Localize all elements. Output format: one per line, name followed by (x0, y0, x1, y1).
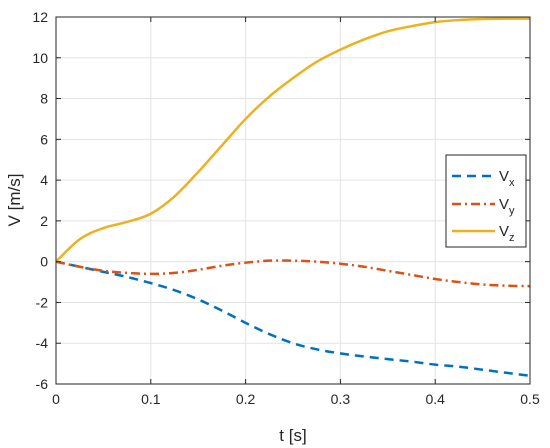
svg-text:Vy: Vy (499, 196, 515, 217)
series-vz-line (55, 17, 531, 263)
legend-entry-vz: Vz (452, 223, 515, 244)
legend-sub-vy: y (509, 205, 515, 217)
x-tick-label: 0.4 (425, 391, 445, 407)
legend-label-vy: V (499, 196, 509, 213)
series-vy-line (55, 259, 531, 288)
svg-text:Vz: Vz (499, 223, 515, 244)
y-tick-label: 6 (40, 131, 48, 147)
legend-entry-vy: Vy (452, 196, 515, 217)
legend-sub-vz: z (509, 232, 515, 244)
x-axis-label: t [s] (279, 426, 306, 445)
y-tick-label: 12 (32, 9, 48, 25)
y-tick-label: -6 (36, 376, 49, 392)
svg-text:Vx: Vx (499, 168, 515, 189)
y-tick-label: 2 (40, 213, 48, 229)
legend-label-vx: V (499, 168, 509, 185)
x-tick-label: 0.1 (141, 391, 161, 407)
series-group (55, 17, 531, 378)
y-tick-label: 4 (40, 172, 48, 188)
tick-labels: 0 0.1 0.2 0.3 0.4 0.5 -6 -4 -2 0 2 4 6 8 10 12 (32, 9, 540, 407)
ticks (55, 16, 531, 385)
plot-frame (55, 16, 531, 385)
y-tick-label: 8 (40, 91, 48, 107)
y-tick-label: 10 (32, 50, 48, 66)
legend-label-vz: V (499, 223, 509, 240)
y-tick-label: -2 (36, 294, 49, 310)
y-axis-label: V [m/s] (5, 174, 24, 227)
legend-entry-vx: Vx (452, 168, 515, 189)
series-vx-line (55, 260, 531, 378)
legend-sub-vx: x (509, 177, 515, 189)
x-tick-label: 0 (52, 391, 60, 407)
y-tick-label: -4 (36, 335, 49, 351)
y-tick-label: 0 (40, 254, 48, 270)
legend: Vx Vy Vz (445, 154, 527, 248)
x-tick-label: 0.2 (236, 391, 256, 407)
x-tick-label: 0.5 (520, 391, 540, 407)
x-tick-label: 0.3 (331, 391, 351, 407)
